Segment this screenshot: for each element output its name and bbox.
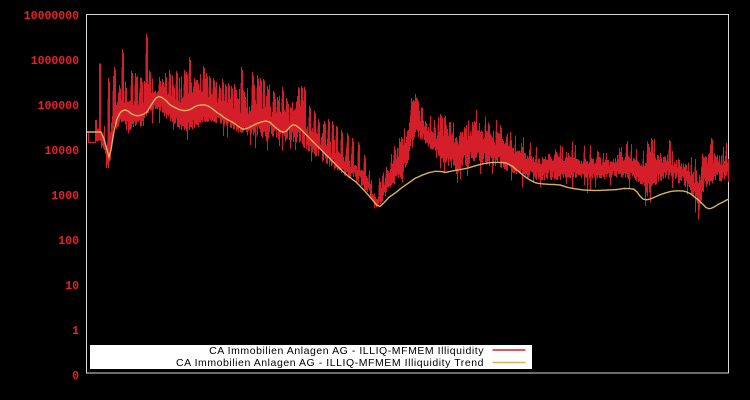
svg-text:10000000: 10000000 [24, 10, 79, 23]
svg-text:10: 10 [65, 280, 79, 293]
svg-text:1000: 1000 [51, 190, 79, 203]
svg-text:1000000: 1000000 [31, 55, 79, 68]
svg-text:0: 0 [72, 370, 79, 383]
svg-text:CA Immobilien Anlagen AG - ILL: CA Immobilien Anlagen AG - ILLIQ-MFMEM I… [176, 357, 484, 369]
svg-text:100: 100 [58, 235, 79, 248]
svg-text:10000: 10000 [44, 145, 79, 158]
svg-text:CA Immobilien Anlagen AG - ILL: CA Immobilien Anlagen AG - ILLIQ-MFMEM I… [209, 345, 484, 357]
svg-text:1: 1 [72, 325, 79, 338]
svg-text:100000: 100000 [38, 100, 80, 113]
